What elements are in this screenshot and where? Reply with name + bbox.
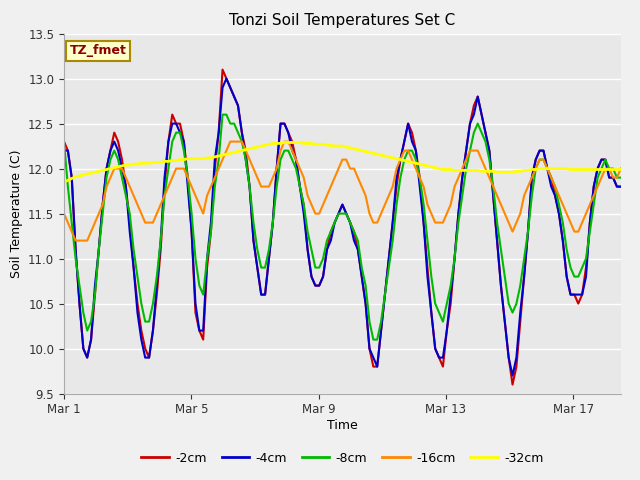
-2cm	[64, 148, 72, 154]
-4cm	[486, 148, 493, 154]
-32cm	[501, 169, 509, 175]
-8cm	[87, 319, 95, 324]
-2cm	[586, 220, 594, 226]
-16cm	[227, 139, 234, 144]
-2cm	[219, 67, 227, 72]
-4cm	[64, 148, 72, 154]
-8cm	[617, 175, 625, 180]
-4cm	[385, 256, 393, 262]
-16cm	[72, 238, 79, 243]
Title: Tonzi Soil Temperatures Set C: Tonzi Soil Temperatures Set C	[229, 13, 456, 28]
-16cm	[91, 220, 99, 226]
-32cm	[385, 154, 393, 160]
-8cm	[490, 184, 497, 190]
-32cm	[280, 140, 288, 145]
Line: -4cm: -4cm	[64, 79, 621, 376]
-32cm	[60, 179, 68, 185]
-2cm	[509, 382, 516, 387]
-2cm	[60, 139, 68, 144]
Legend: -2cm, -4cm, -8cm, -16cm, -32cm: -2cm, -4cm, -8cm, -16cm, -32cm	[136, 447, 548, 469]
-32cm	[64, 178, 72, 183]
-32cm	[582, 167, 590, 172]
-8cm	[60, 139, 68, 144]
-16cm	[389, 184, 397, 190]
-2cm	[385, 256, 393, 262]
Line: -2cm: -2cm	[64, 70, 621, 384]
-32cm	[617, 167, 625, 172]
X-axis label: Time: Time	[327, 419, 358, 432]
-4cm	[223, 76, 230, 82]
-16cm	[617, 166, 625, 171]
-8cm	[389, 238, 397, 243]
-8cm	[586, 228, 594, 234]
-16cm	[490, 184, 497, 190]
-16cm	[60, 211, 68, 216]
-2cm	[87, 337, 95, 343]
-8cm	[369, 337, 377, 343]
-16cm	[505, 220, 513, 226]
-8cm	[64, 184, 72, 190]
Y-axis label: Soil Temperature (C): Soil Temperature (C)	[10, 149, 22, 278]
-4cm	[586, 220, 594, 226]
-8cm	[219, 112, 227, 118]
Line: -16cm: -16cm	[64, 142, 621, 240]
-16cm	[586, 202, 594, 207]
-4cm	[501, 319, 509, 324]
Line: -8cm: -8cm	[64, 115, 621, 340]
Text: TZ_fmet: TZ_fmet	[70, 44, 127, 58]
-4cm	[60, 148, 68, 154]
-32cm	[486, 168, 493, 174]
-2cm	[501, 319, 509, 324]
-32cm	[87, 170, 95, 176]
-16cm	[64, 220, 72, 226]
-2cm	[486, 148, 493, 154]
-4cm	[87, 337, 95, 343]
-8cm	[505, 300, 513, 307]
-4cm	[509, 373, 516, 379]
-4cm	[617, 184, 625, 190]
Line: -32cm: -32cm	[64, 143, 621, 182]
-2cm	[617, 184, 625, 190]
